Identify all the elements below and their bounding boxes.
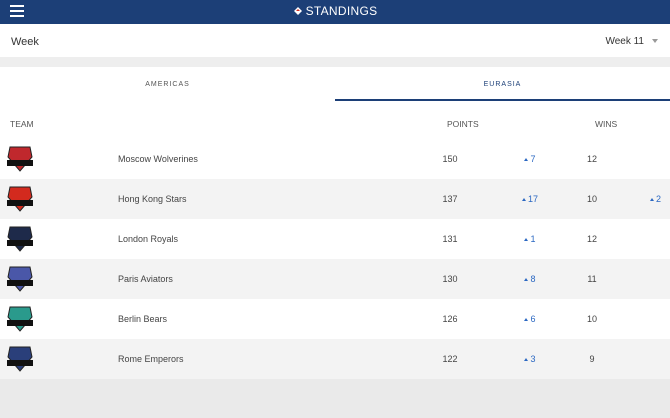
team-name: London Royals xyxy=(118,234,179,244)
week-label: Week xyxy=(11,36,39,48)
team-wins: 11 xyxy=(587,274,597,284)
chevron-down-icon xyxy=(652,39,658,43)
league-logo-icon xyxy=(293,7,302,15)
team-logo xyxy=(4,223,36,255)
points-change: 1 xyxy=(515,234,545,244)
team-logo xyxy=(4,263,36,295)
points-change-value: 8 xyxy=(530,274,536,284)
week-dropdown[interactable]: Week 11 xyxy=(605,36,658,47)
arrow-up-icon xyxy=(650,198,654,201)
week-value: Week 11 xyxy=(605,36,644,47)
team-wins: 9 xyxy=(589,354,595,364)
team-name: Rome Emperors xyxy=(118,354,184,364)
team-name: Hong Kong Stars xyxy=(118,194,187,204)
points-change-value: 1 xyxy=(530,234,536,244)
team-name: Berlin Bears xyxy=(118,314,168,324)
table-row[interactable]: Rome Emperors 122 3 9 xyxy=(0,339,670,379)
team-logo xyxy=(4,343,36,375)
team-wins: 10 xyxy=(586,314,597,324)
points-change-value: 7 xyxy=(530,154,536,164)
wins-change-value: 2 xyxy=(656,194,662,204)
points-change: 7 xyxy=(515,154,545,164)
points-change: 3 xyxy=(515,354,545,364)
wins-change: 2 xyxy=(650,194,661,204)
team-logo-icon xyxy=(7,186,33,212)
standings-table: Moscow Wolverines 150 7 12 Hong Kong Stars 13… xyxy=(0,139,670,379)
team-points: 130 xyxy=(442,274,458,284)
arrow-up-icon xyxy=(521,198,526,201)
page-title: STANDINGS xyxy=(0,4,670,18)
points-change: 17 xyxy=(515,194,545,204)
points-change-value: 17 xyxy=(527,194,538,204)
menu-icon[interactable] xyxy=(10,5,24,17)
team-points: 137 xyxy=(442,194,458,204)
arrow-up-icon xyxy=(524,158,529,161)
column-header-team: TEAM xyxy=(10,119,34,129)
team-logo-icon xyxy=(7,306,33,332)
team-points: 131 xyxy=(442,234,458,244)
region-tabs: AMERICAS EURASIA xyxy=(0,67,670,101)
table-header: TEAM POINTS WINS xyxy=(0,101,670,139)
team-wins: 12 xyxy=(586,154,597,164)
points-change: 6 xyxy=(515,314,545,324)
tab-americas[interactable]: AMERICAS xyxy=(145,81,190,88)
team-wins: 12 xyxy=(586,234,597,244)
arrow-up-icon xyxy=(524,318,529,321)
points-change-value: 6 xyxy=(530,314,536,324)
team-logo-icon xyxy=(7,266,33,292)
column-header-points: POINTS xyxy=(447,119,479,129)
page-title-text: STANDINGS xyxy=(305,4,378,18)
arrow-up-icon xyxy=(524,238,529,241)
table-row[interactable]: London Royals 131 1 12 xyxy=(0,219,670,259)
team-name: Moscow Wolverines xyxy=(118,154,198,164)
team-logo xyxy=(4,183,36,215)
team-wins: 10 xyxy=(586,194,597,204)
team-points: 150 xyxy=(442,154,458,164)
table-row[interactable]: Moscow Wolverines 150 7 12 xyxy=(0,139,670,179)
tab-eurasia[interactable]: EURASIA xyxy=(335,67,670,101)
column-header-wins: WINS xyxy=(595,119,618,129)
team-logo-icon xyxy=(7,146,33,172)
team-logo-icon xyxy=(7,226,33,252)
team-points: 122 xyxy=(442,354,458,364)
team-points: 126 xyxy=(442,314,458,324)
team-logo xyxy=(4,303,36,335)
points-change-value: 3 xyxy=(530,354,536,364)
table-row[interactable]: Berlin Bears 126 6 10 xyxy=(0,299,670,339)
week-bar: Week Week 11 xyxy=(0,24,670,57)
arrow-up-icon xyxy=(524,278,529,281)
team-logo-icon xyxy=(7,346,33,372)
top-bar: STANDINGS xyxy=(0,0,670,24)
arrow-up-icon xyxy=(524,358,529,361)
team-logo xyxy=(4,143,36,175)
team-name: Paris Aviators xyxy=(118,274,173,284)
points-change: 8 xyxy=(515,274,545,284)
table-row[interactable]: Paris Aviators 130 8 11 xyxy=(0,259,670,299)
divider xyxy=(0,57,670,67)
table-row[interactable]: Hong Kong Stars 137 17 10 2 xyxy=(0,179,670,219)
